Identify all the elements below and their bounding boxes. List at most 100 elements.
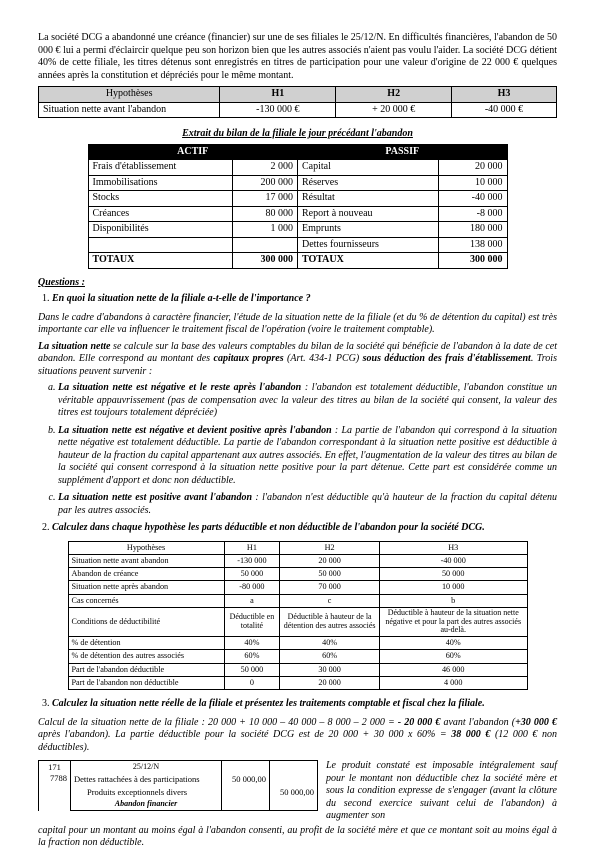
hyp-col-h3: H3 [452,87,557,103]
bilan-av-2: 17 000 [233,191,298,207]
bilan-pl-2: Résultat [297,191,438,207]
acc-date: 25/12/N [71,761,222,774]
calc-body1-l-1: Abandon de créance [68,568,224,581]
calc-h3: H3 [379,541,527,554]
calc-body2-2-1: 60% [280,650,380,663]
acc-l1: Dettes rattachées à des participations [71,773,222,786]
calc-body1-1-0: -130 000 [224,554,280,567]
acc-c2: 7788 [50,773,67,784]
hyp-head-label: Hypothèses [39,87,220,103]
calc-body1-1-2: -80 000 [224,581,280,594]
calc-body1-l-3: Cas concernés [68,594,224,607]
calc-body2-l-2: Part de l'abandon déductible [68,663,224,676]
calc-body2-3-1: 60% [379,650,527,663]
hypotheses-table: Hypothèses H1 H2 H3 Situation nette avan… [38,86,557,118]
bilan-av-1: 200 000 [233,175,298,191]
calc-body1-l-0: Situation nette avant abandon [68,554,224,567]
q1-case-b: La situation nette est négative et devie… [58,425,557,488]
bilan-al-3: Créances [88,206,233,222]
hyp-val-3: -40 000 € [452,102,557,118]
bilan-pv-0: 20 000 [439,160,507,176]
calc-body1-2-2: 70 000 [280,581,380,594]
calc-cond-3: Déductible à hauteur de la situation net… [379,607,527,636]
intro-paragraph: La société DCG a abandonné une créance (… [38,32,557,82]
calc-body2-2-0: 40% [280,637,380,650]
calc-body2-l-3: Part de l'abandon non déductible [68,676,224,689]
calc-body1-1-3: a [224,594,280,607]
bilan-pl-3: Report à nouveau [297,206,438,222]
calc-body1-3-3: b [379,594,527,607]
hyp-col-h1: H1 [220,87,336,103]
bilan-pv-4: 180 000 [439,222,507,238]
bilan-av-3: 80 000 [233,206,298,222]
calc-body1-2-0: 20 000 [280,554,380,567]
calc-cond-2: Déductible à hauteur de la détention des… [280,607,380,636]
q1-p2: La situation nette se calcule sur la bas… [38,341,557,379]
bilan-pv-2: -40 000 [439,191,507,207]
calc-body2-l-0: % de détention [68,637,224,650]
acc-c: 50 000,00 [270,786,318,799]
calc-body1-3-1: 50 000 [379,568,527,581]
q2-title: Calculez dans chaque hypothèse les parts… [52,522,485,533]
q3-side-text: Le produit constaté est imposable intégr… [326,760,557,823]
calc-body2-1-1: 60% [224,650,280,663]
calc-body1-2-1: 50 000 [280,568,380,581]
accounting-entry-table: 171 7788 25/12/N Dettes rattachées à des… [38,760,318,811]
bilan-pv-3: -8 000 [439,206,507,222]
hyp-val-1: -130 000 € [220,102,336,118]
bilan-tot-label-p: TOTAUX [297,253,438,269]
acc-l3: Abandon financier [71,798,222,811]
calc-cond-label: Conditions de déductibilité [68,607,224,636]
bilan-pv-1: 10 000 [439,175,507,191]
bilan-av-4: 1 000 [233,222,298,238]
q1-case-c: La situation nette est positive avant l'… [58,492,557,517]
q1-p2d: (Art. 434-1 PCG) [284,353,363,364]
bilan-al-1: Immobilisations [88,175,233,191]
calc-body2-3-0: 40% [379,637,527,650]
hyp-row-label: Situation nette avant l'abandon [39,102,220,118]
calc-body2-1-2: 50 000 [224,663,280,676]
question-2: Calculez dans chaque hypothèse les parts… [52,522,557,535]
q1-p1: Dans le cadre d'abandons à caractère fin… [38,312,557,337]
q1-p2e: sous déduction des frais d'établissement [363,353,531,364]
bilan-al-4: Disponibilités [88,222,233,238]
bilan-pl-1: Réserves [297,175,438,191]
calc-h1: H1 [224,541,280,554]
calc-body1-3-0: -40 000 [379,554,527,567]
calc-body2-2-3: 20 000 [280,676,380,689]
bilan-actif-head: ACTIF [88,144,297,160]
bilan-title: Extrait du bilan de la filiale le jour p… [38,128,557,141]
calc-body2-3-2: 46 000 [379,663,527,676]
bilan-passif-head: PASSIF [297,144,507,160]
calc-body2-2-2: 30 000 [280,663,380,676]
calc-h0: Hypothèses [68,541,224,554]
calc-body2-1-0: 40% [224,637,280,650]
bilan-al-0: Frais d'établissement [88,160,233,176]
calc-body1-3-2: 10 000 [379,581,527,594]
q3-title: Calculez la situation nette réelle de la… [52,698,485,709]
acc-c1: 171 [42,762,67,773]
hyp-col-h2: H2 [336,87,452,103]
calc-body2-3-3: 4 000 [379,676,527,689]
bilan-pl-5: Dettes fournisseurs [297,237,438,253]
bilan-tot-a: 300 000 [233,253,298,269]
acc-d: 50 000,00 [222,773,270,786]
acc-l2: Produits exceptionnels divers [71,786,222,799]
bilan-al-2: Stocks [88,191,233,207]
question-3: Calculez la situation nette réelle de la… [52,698,557,711]
question-1: En quoi la situation nette de la filiale… [52,293,557,306]
q1-c-lead: La situation nette est positive avant l'… [58,492,252,503]
q1-p2c: capitaux propres [214,353,284,364]
q1-b-lead: La situation nette est négative et devie… [58,425,332,436]
calc-body2-1-3: 0 [224,676,280,689]
bilan-pl-0: Capital [297,160,438,176]
bilan-pl-4: Emprunts [297,222,438,238]
calc-table: Hypothèses H1 H2 H3 Situation nette avan… [68,541,528,691]
bilan-table: ACTIF PASSIF Frais d'établissement2 000C… [88,144,508,269]
q3-tail: capital pour un montant au moins égal à … [38,825,557,850]
calc-cond-1: Déductible en totalité [224,607,280,636]
bilan-av-0: 2 000 [233,160,298,176]
calc-body2-l-1: % de détention des autres associés [68,650,224,663]
bilan-tot-p: 300 000 [439,253,507,269]
calc-h2: H2 [280,541,380,554]
